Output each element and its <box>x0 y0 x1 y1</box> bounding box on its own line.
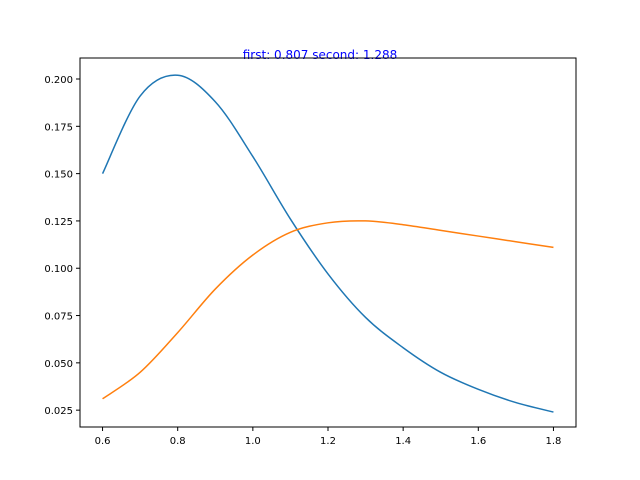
y-tick-label: 0.125 <box>44 217 73 228</box>
y-tick-label: 0.175 <box>44 122 73 133</box>
x-tick-label: 1.6 <box>470 436 486 447</box>
y-tick-label: 0.075 <box>44 312 73 323</box>
y-tick-label: 0.200 <box>44 75 73 86</box>
chart-title: first: 0.807 second: 1.288 <box>243 48 397 62</box>
x-axis: 0.6 0.8 1.0 1.2 1.4 1.6 1.8 <box>95 427 562 447</box>
x-tick-label: 1.8 <box>546 436 562 447</box>
x-tick-label: 1.4 <box>395 436 411 447</box>
x-tick-label: 0.8 <box>170 436 186 447</box>
series-line-2 <box>102 220 554 400</box>
y-tick-label: 0.100 <box>44 264 73 275</box>
y-tick-label: 0.025 <box>44 406 73 417</box>
series-layer <box>101 74 554 413</box>
series-line-1 <box>101 74 554 413</box>
x-tick-label: 0.6 <box>95 436 111 447</box>
y-tick-label: 0.150 <box>44 170 73 181</box>
y-axis: 0.025 0.050 0.075 0.100 0.125 0.150 0.175 0.200 <box>44 75 80 417</box>
plot-frame <box>79 57 577 428</box>
x-tick-label: 1.2 <box>320 436 336 447</box>
x-tick-label: 1.0 <box>245 436 261 447</box>
y-tick-label: 0.050 <box>44 359 73 370</box>
